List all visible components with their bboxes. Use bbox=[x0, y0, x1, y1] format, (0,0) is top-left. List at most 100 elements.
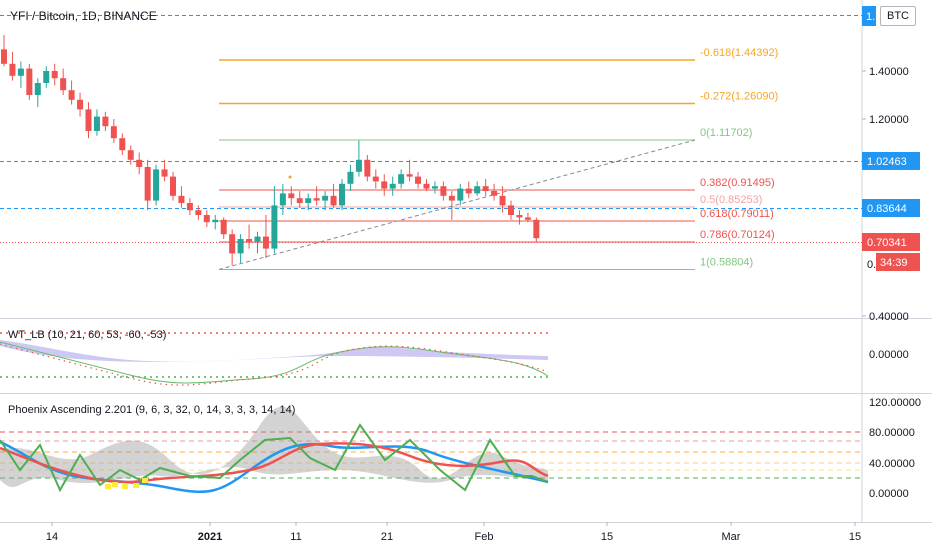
phoenix-axis-tick: 80.00000 bbox=[869, 427, 915, 439]
fib-level-label: 0.5(0.85253) bbox=[700, 194, 762, 206]
candle-body bbox=[51, 71, 58, 79]
signal-dot bbox=[288, 175, 292, 179]
wt-histogram-area bbox=[0, 340, 548, 362]
fib-level-label: 0.786(0.70124) bbox=[700, 229, 775, 241]
candle-body bbox=[9, 63, 16, 76]
phoenix-yellow-marker bbox=[142, 478, 148, 483]
price-partial-label: 0. bbox=[867, 259, 876, 271]
phoenix-indicator-title[interactable]: Phoenix Ascending 2.201 (9, 6, 3, 32, 0,… bbox=[8, 404, 296, 416]
candle-body bbox=[499, 195, 506, 206]
candle-body bbox=[195, 210, 202, 215]
candle-body bbox=[262, 236, 269, 249]
time-axis-label: 21 bbox=[381, 531, 393, 543]
candle-body bbox=[237, 239, 244, 254]
candle-body bbox=[220, 219, 227, 235]
wt-indicator-title[interactable]: WT_LB (10, 21, 60, 53, -60, -53) bbox=[8, 329, 167, 341]
phoenix-yellow-marker bbox=[133, 483, 139, 488]
candle-body bbox=[85, 109, 92, 131]
time-axis-label: 11 bbox=[290, 531, 301, 543]
candle-body bbox=[77, 99, 84, 110]
candle-body bbox=[119, 138, 126, 151]
time-axis-label: 2021 bbox=[198, 531, 222, 543]
wt-line bbox=[0, 341, 549, 384]
candle-body bbox=[457, 188, 464, 201]
phoenix-yellow-marker bbox=[105, 484, 111, 489]
time-axis-label: Feb bbox=[475, 531, 494, 543]
fib-level-label: 0.382(0.91495) bbox=[700, 177, 775, 189]
candle-body bbox=[347, 171, 354, 184]
candle-body bbox=[474, 186, 481, 194]
phoenix-axis-tick: 0.00000 bbox=[869, 488, 909, 500]
phoenix-green-line bbox=[0, 423, 549, 493]
candle-body bbox=[398, 174, 405, 184]
candle-body bbox=[440, 186, 447, 196]
candle-body bbox=[330, 195, 337, 206]
candle-body bbox=[355, 159, 362, 172]
candle-body bbox=[339, 183, 345, 206]
fib-level-label: -0.272(1.26090) bbox=[700, 91, 778, 103]
candle-body bbox=[364, 159, 371, 177]
candle-body bbox=[423, 183, 430, 189]
wt-axis-tick: 0.00000 bbox=[869, 349, 909, 361]
candle-body bbox=[161, 169, 168, 177]
candle-body bbox=[153, 169, 160, 201]
candle-body bbox=[431, 186, 438, 189]
candle-body bbox=[482, 186, 489, 191]
fib-trend-line bbox=[218, 139, 696, 270]
candle-body bbox=[381, 181, 388, 189]
candle-body bbox=[288, 193, 295, 199]
price-label: 0.70341 bbox=[867, 237, 907, 249]
candle-body bbox=[60, 78, 67, 91]
wt-signal-line bbox=[0, 343, 549, 386]
candle-body bbox=[203, 215, 210, 223]
price-label: 1.02463 bbox=[867, 156, 907, 168]
fib-level-label: 0.618(0.79011) bbox=[700, 208, 774, 220]
candle-body bbox=[110, 126, 117, 139]
candle-body bbox=[271, 205, 278, 249]
candle-body bbox=[313, 198, 320, 201]
candle-body bbox=[533, 219, 540, 239]
candle-body bbox=[305, 198, 312, 203]
candle-body bbox=[322, 195, 329, 201]
time-axis-label: Mar bbox=[722, 531, 741, 543]
candle-body bbox=[524, 217, 531, 220]
phoenix-band-area bbox=[0, 406, 548, 488]
candle-body bbox=[26, 68, 33, 95]
candle-body bbox=[170, 176, 176, 196]
quote-currency-badge[interactable]: BTC bbox=[880, 6, 916, 26]
phoenix-yellow-marker bbox=[122, 484, 128, 489]
candle-body bbox=[229, 234, 236, 254]
time-axis-label: 15 bbox=[601, 531, 613, 543]
price-label: 0.83644 bbox=[867, 203, 907, 215]
price-tick-label: 1.40000 bbox=[869, 66, 909, 78]
price-top-label-bg bbox=[862, 6, 876, 26]
price-tick-label: 1.20000 bbox=[869, 114, 909, 126]
candle-body bbox=[212, 219, 219, 223]
candle-body bbox=[406, 174, 413, 177]
phoenix-axis-tick: 40.00000 bbox=[869, 458, 915, 470]
time-axis-label: 15 bbox=[849, 531, 861, 543]
candle-body bbox=[296, 198, 303, 203]
candle-body bbox=[415, 176, 422, 184]
candle-body bbox=[246, 239, 253, 242]
candle-body bbox=[254, 236, 261, 242]
price-label-bg bbox=[862, 152, 920, 170]
candle-body bbox=[491, 191, 498, 196]
candle-body bbox=[186, 203, 193, 211]
time-axis-label: 14 bbox=[46, 531, 58, 543]
price-tick-label: 0.40000 bbox=[869, 311, 909, 323]
candle-body bbox=[448, 195, 455, 201]
phoenix-axis-tick: 120.00000 bbox=[869, 397, 921, 409]
price-label-bg bbox=[862, 233, 920, 251]
candle-body bbox=[508, 205, 514, 215]
countdown-label: 34:39 bbox=[880, 257, 908, 269]
candle-body bbox=[68, 90, 75, 100]
symbol-title[interactable]: YFI / Bitcoin, 1D, BINANCE bbox=[10, 9, 157, 23]
candle-body bbox=[1, 49, 7, 64]
candle-body bbox=[93, 116, 100, 131]
candle-body bbox=[127, 150, 134, 160]
candle-body bbox=[102, 116, 109, 127]
candle-body bbox=[34, 83, 41, 95]
